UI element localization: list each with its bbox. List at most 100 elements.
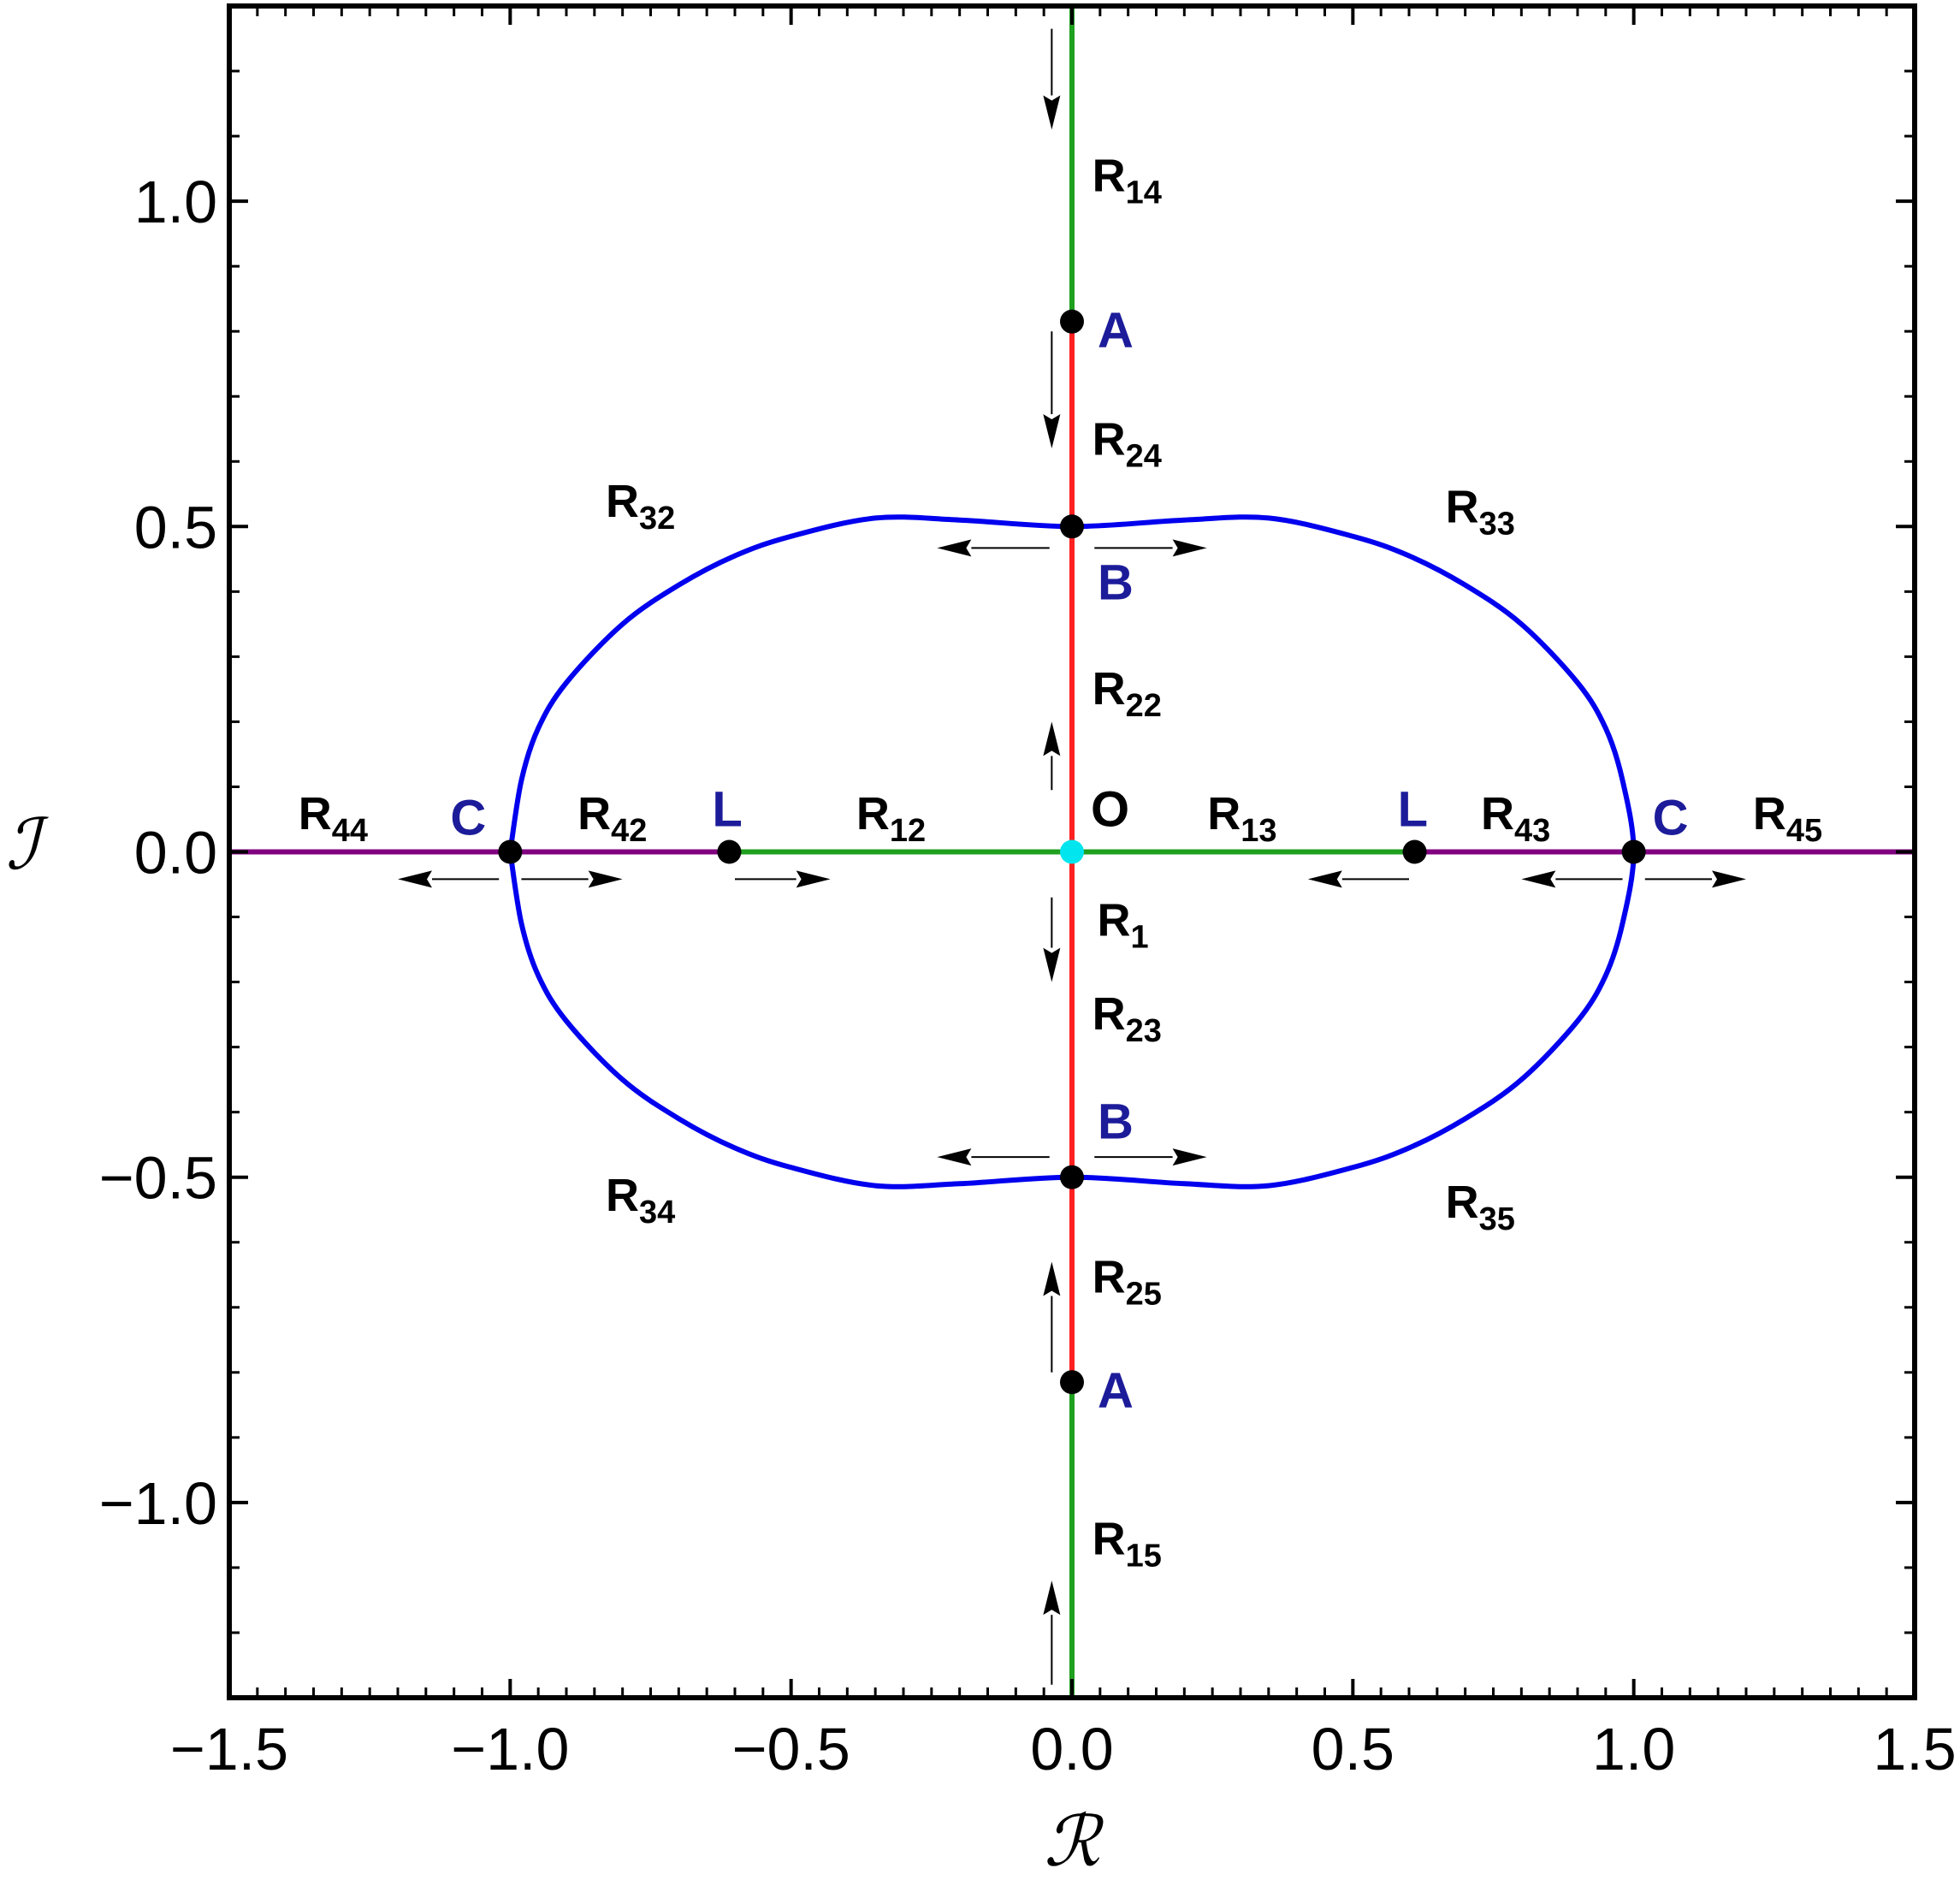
y-tick-label: −1.0 [99,1470,217,1537]
y-tick-label: 0.5 [134,494,217,560]
region-subscript: 24 [1126,439,1162,475]
x-tick-label: 1.0 [1592,1716,1675,1782]
point [1060,839,1084,864]
region-name: R [606,1170,639,1221]
region-name: R [606,476,639,527]
region-subscript: 12 [890,813,926,849]
x-tick-label: −1.0 [451,1716,569,1782]
region-label: R13 [1207,788,1276,849]
arrow [735,870,831,888]
arrow-head [937,539,972,557]
region-name: R [1093,1514,1126,1565]
point [717,839,742,864]
x-tick-label: 0.5 [1312,1716,1395,1782]
region-label: R33 [1446,482,1515,543]
region-label: R35 [1446,1177,1515,1237]
arrow-head [1043,721,1061,756]
region-label: R12 [856,788,926,849]
point-label: A [1098,1363,1134,1419]
region-name: R [1093,151,1126,202]
region-name: R [1207,788,1241,839]
arrow-head [796,870,831,888]
region-name: R [1098,895,1131,946]
y-tick-label: −0.5 [99,1145,217,1212]
region-name: R [1753,788,1786,839]
region-subscript: 25 [1126,1276,1162,1312]
arrow [1043,331,1061,449]
arrow-head [1043,1581,1061,1616]
x-tick-label: −1.5 [170,1716,288,1782]
arrow [1043,721,1061,791]
point-label: O [1091,782,1129,838]
point-label: C [450,791,486,846]
region-label: R22 [1093,663,1162,724]
region-subscript: 42 [611,813,647,849]
region-subscript: 35 [1479,1201,1515,1237]
region-subscript: 45 [1786,813,1822,849]
arrow [1644,870,1746,888]
point [1621,839,1646,864]
region-label: R45 [1753,788,1822,849]
arrow [1094,1148,1207,1166]
region-name: R [1446,1177,1479,1228]
arrow [1043,897,1061,982]
arrow-head [1043,947,1061,982]
arrow-head [1043,95,1061,130]
arrow-head [1043,414,1061,449]
arrow [937,539,1050,557]
point [1060,1165,1084,1189]
arrow [1043,28,1061,130]
region-subscript: 33 [1479,507,1515,543]
region-subscript: 22 [1126,688,1162,724]
region-label: R24 [1093,414,1162,475]
region-label: R43 [1481,788,1550,849]
x-tick-label: −0.5 [732,1716,850,1782]
point-label: B [1098,1094,1134,1150]
arrow [398,870,500,888]
point [1060,1370,1084,1395]
x-axis-label: ℛ [1044,1801,1104,1883]
region-subscript: 44 [332,813,368,849]
region-label: R44 [299,788,368,849]
arrow [937,1148,1050,1166]
region-subscript: 43 [1514,813,1550,849]
point-label: L [712,782,742,838]
arrow-head [1172,539,1207,557]
point [1060,514,1084,539]
region-label: R14 [1093,151,1162,211]
region-subscript: 34 [639,1195,675,1231]
point-label: A [1098,303,1134,359]
region-label: R42 [577,788,647,849]
region-subscript: 13 [1241,813,1276,849]
region-subscript: 23 [1126,1013,1162,1049]
arrow [521,870,623,888]
region-label: R15 [1093,1514,1162,1575]
y-axis-label: ℐ [6,804,50,886]
region-label: R32 [606,476,675,537]
region-subscript: 32 [639,501,675,537]
point [1402,839,1427,864]
arrow-head [1043,1261,1061,1296]
point [498,839,523,864]
arrow-head [937,1148,972,1166]
region-name: R [1093,1251,1126,1302]
arrow [1043,1261,1061,1373]
region-label: R1 [1098,895,1149,956]
region-subscript: 15 [1126,1539,1162,1575]
region-name: R [856,788,890,839]
region-name: R [1093,663,1126,715]
region-name: R [1481,788,1514,839]
region-label: R34 [606,1170,675,1231]
arrow-head [1521,870,1556,888]
y-tick-label: 0.0 [134,820,217,887]
region-subscript: 1 [1131,920,1149,956]
arrow-head [398,870,432,888]
region-name: R [577,788,611,839]
arrow [1043,1581,1061,1685]
arrow-head [588,870,623,888]
arrow [1521,870,1623,888]
arrow [1307,870,1409,888]
arrow [1094,539,1207,557]
